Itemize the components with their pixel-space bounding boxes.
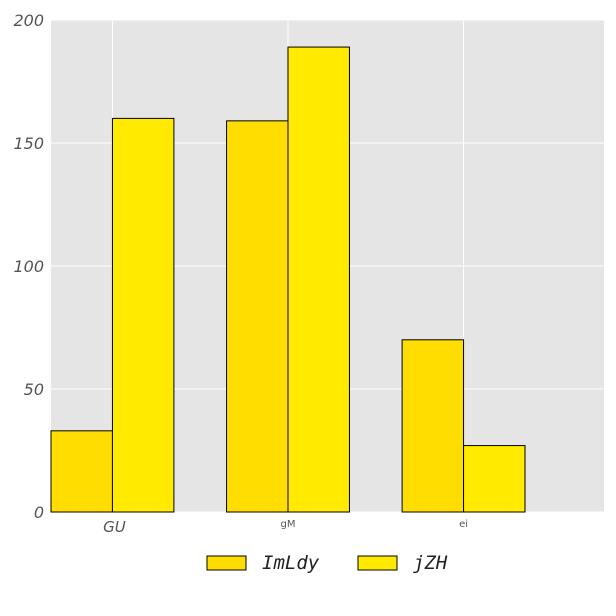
legend-label: jZH [413,552,448,574]
y-tick-label: 50 [24,380,44,399]
x-tick-label: ei [459,519,468,530]
y-tick-label: 100 [13,257,44,276]
x-tick-label: GU [103,518,126,536]
y-tick-label: 150 [13,134,44,153]
x-axis-ticks: GU gM ei [103,518,468,536]
bar [287,46,350,513]
x-tick-label: gM [281,519,296,530]
bar [226,120,289,513]
y-axis-ticks: 0 50 100 150 200 [13,11,44,522]
y-tick-label: 0 [34,503,44,522]
legend-swatch [357,555,398,571]
bar [50,430,113,513]
bar [401,339,465,513]
legend-label: ImLdy [262,552,320,574]
legend: ImLdy jZH [206,552,448,574]
bar [463,445,526,513]
legend-swatch [206,555,247,571]
y-tick-label: 200 [13,11,44,30]
bars-group [50,46,526,513]
bar [111,117,175,513]
